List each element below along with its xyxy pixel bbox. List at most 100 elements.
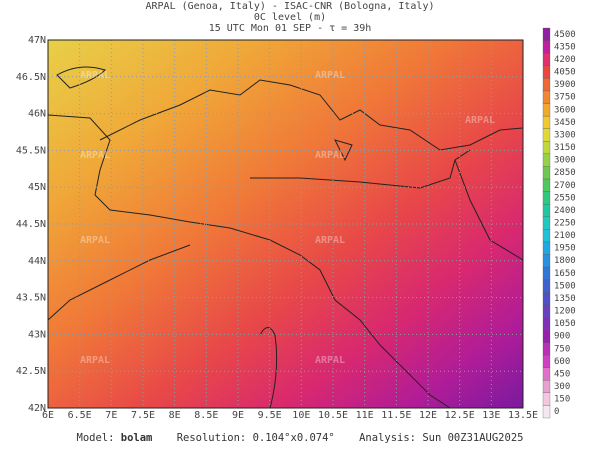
watermark: ARPAL (80, 70, 110, 81)
x-tick-label: 9E (232, 410, 244, 421)
colorbar-swatch (542, 141, 551, 154)
colorbar-label: 3900 (554, 80, 576, 90)
colorbar-label: 3000 (554, 156, 576, 166)
colorbar-label: 1200 (554, 307, 576, 317)
colorbar-label: 600 (554, 357, 570, 367)
x-tick-label: 6E (42, 410, 54, 421)
colorbar-label: 150 (554, 395, 570, 405)
colorbar-label: 1650 (554, 269, 576, 279)
colorbar-swatch (542, 128, 551, 142)
x-tick-label: 13E (482, 410, 500, 421)
x-tick-label: 12E (419, 410, 437, 421)
colorbar-label: 1800 (554, 256, 576, 266)
y-tick-label: 44.5N (16, 219, 46, 230)
colorbar-swatch (542, 266, 551, 280)
colorbar-label: 1050 (554, 319, 576, 329)
x-tick-label: 9.5E (258, 410, 282, 421)
title-line: ARPAL (Genoa, Italy) - ISAC-CNR (Bologna… (146, 1, 435, 12)
x-tick-label: 10E (292, 410, 310, 421)
colorbar-label: 2100 (554, 231, 576, 241)
colorbar-swatch (542, 367, 551, 381)
colorbar-swatch (542, 292, 551, 305)
colorbar-label: 900 (554, 332, 570, 342)
colorbar-swatch (542, 203, 551, 217)
analysis: Sun 00Z31AUG2025 (422, 432, 524, 444)
colorbar-swatch (542, 329, 551, 343)
colorbar-swatch (542, 317, 551, 331)
colorbar-swatch (542, 254, 551, 268)
x-tick-label: 11E (356, 410, 374, 421)
colorbar-label: 300 (554, 382, 570, 392)
y-tick-label: 43.5N (16, 293, 46, 304)
colorbar-swatch (542, 392, 551, 406)
resolution: 0.104°x0.074° (252, 432, 335, 444)
colorbar-swatch (542, 241, 551, 255)
colorbar-swatch (542, 103, 551, 117)
watermark: ARPAL (315, 235, 345, 246)
y-tick-label: 46.5N (16, 72, 46, 83)
coastlines (47, 66, 524, 409)
colorbar-swatch (542, 153, 551, 167)
watermark: ARPAL (80, 235, 110, 246)
colorbar-swatch (542, 115, 551, 129)
colorbar-label: 3300 (554, 130, 576, 140)
model: bolam (120, 432, 153, 444)
footer: Model: bolam Resolution: 0.104°x0.074° A… (0, 432, 600, 444)
colorbar-label: 450 (554, 369, 570, 379)
colorbar-label: 0 (554, 407, 559, 417)
y-tick-label: 43N (28, 329, 46, 340)
watermark: ARPAL (315, 355, 345, 366)
watermark: ARPAL (80, 150, 110, 161)
map-figure: ARPAL (Genoa, Italy) - ISAC-CNR (Bologna… (16, 1, 576, 421)
colorbar-swatch (542, 279, 551, 293)
field (48, 40, 523, 408)
colorbar-label: 4200 (554, 55, 576, 65)
colorbar-swatch (542, 405, 551, 419)
colorbar-label: 3150 (554, 143, 576, 153)
colorbar-label: 2700 (554, 181, 576, 191)
colorbar-label: 2850 (554, 168, 576, 178)
colorbar-label: 3600 (554, 105, 576, 115)
colorbar-label: 3750 (554, 93, 576, 103)
y-tick-label: 44N (28, 256, 46, 267)
colorbar-label: 4350 (554, 42, 576, 52)
watermark: ARPAL (465, 115, 495, 126)
colorbar-swatch (542, 216, 551, 230)
title-line: 0C level (m) (254, 12, 326, 23)
x-tick-label: 8E (169, 410, 181, 421)
x-tick-label: 13.5E (508, 410, 538, 421)
y-tick-label: 42N (28, 403, 46, 414)
colorbar-label: 2550 (554, 193, 576, 203)
x-tick-label: 11.5E (381, 410, 411, 421)
colorbar-swatch (542, 78, 551, 92)
colorbar-label: 4500 (554, 30, 576, 40)
colorbar-label: 2250 (554, 219, 576, 229)
x-tick-label: 7.5E (131, 410, 155, 421)
colorbar-swatch (542, 53, 551, 66)
colorbar-swatch (542, 342, 551, 356)
label: Model: (76, 432, 115, 444)
colorbar-swatch (542, 354, 551, 368)
y-tick-label: 42.5N (16, 366, 46, 377)
colorbar-label: 1350 (554, 294, 576, 304)
watermark: ARPAL (80, 355, 110, 366)
y-tick-label: 45.5N (16, 145, 46, 156)
y-tick-label: 45N (28, 182, 46, 193)
colorbar-swatch (542, 178, 551, 192)
colorbar-label: 3450 (554, 118, 576, 128)
colorbar-swatch (542, 90, 551, 104)
colorbar-label: 2400 (554, 206, 576, 216)
x-tick-label: 12.5E (445, 410, 475, 421)
colorbar-swatch (542, 229, 551, 243)
label: Resolution: (176, 432, 247, 444)
colorbar-label: 1500 (554, 281, 576, 291)
colorbar-swatch (542, 191, 551, 205)
frame (47, 39, 524, 409)
y-tick-label: 47N (28, 35, 46, 46)
watermark: ARPAL (315, 150, 345, 161)
y-tick-label: 46N (28, 109, 46, 120)
colorbar-swatch (542, 27, 551, 41)
colorbar-label: 750 (554, 344, 570, 354)
title-line: 15 UTC Mon 01 SEP - τ = 39h (209, 23, 372, 34)
x-tick-label: 8.5E (194, 410, 218, 421)
